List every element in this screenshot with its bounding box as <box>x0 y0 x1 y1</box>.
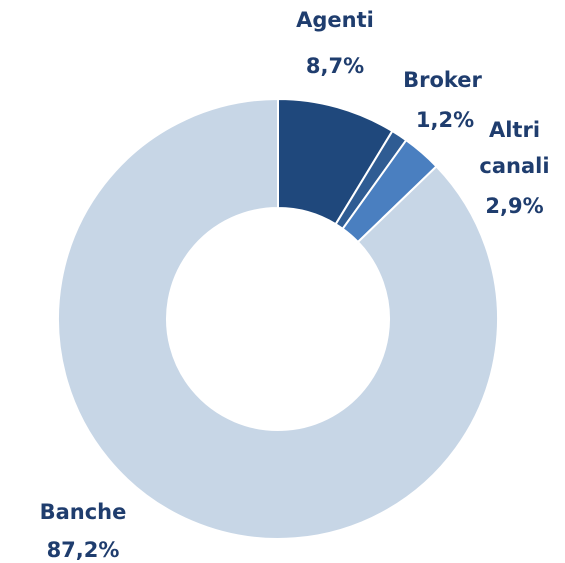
donut-slice <box>57 97 499 540</box>
slice-value-label: 87,2% <box>46 538 120 562</box>
slice-value-label: 8,7% <box>305 54 365 78</box>
slice-name: Altri canali <box>479 118 550 178</box>
slice-name: Broker <box>403 68 482 92</box>
slice-value-label: 2,9% <box>485 194 544 218</box>
slice-name: Agenti <box>296 8 374 32</box>
slice-name: Banche <box>39 500 127 524</box>
slice-value-label: 1,2% <box>415 108 475 132</box>
